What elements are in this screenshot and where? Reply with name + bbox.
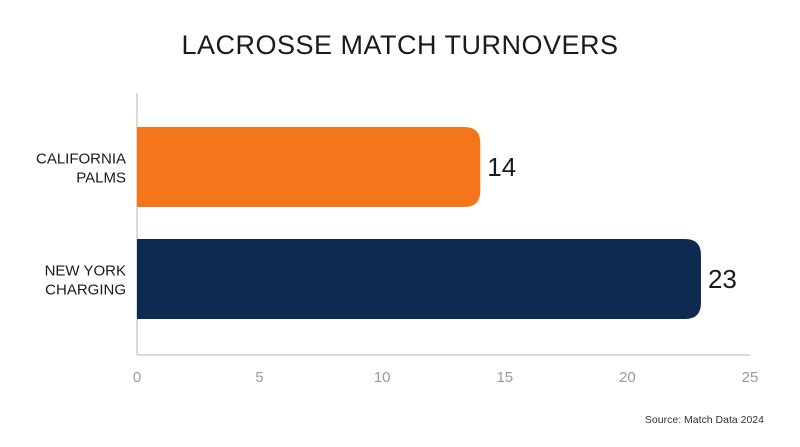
source-note: Source: Match Data 2024 <box>644 414 764 426</box>
category-label-0-line-0: CALIFORNIA <box>36 151 126 168</box>
category-labels-layer: 14 CALIFORNIA PALMS 23 NEW YORK CHARGING <box>36 151 737 299</box>
chart-title: LACROSSE MATCH TURNOVERS <box>181 30 619 60</box>
x-tick-label-5: 25 <box>742 369 759 386</box>
category-label-1-line-1: CHARGING <box>45 282 126 299</box>
category-label-0-line-1: PALMS <box>76 170 126 187</box>
x-tick-label-2: 10 <box>374 369 391 386</box>
x-tick-label-4: 20 <box>619 369 636 386</box>
x-tick-label-1: 5 <box>255 369 263 386</box>
data-label-1: 23 <box>708 264 737 294</box>
x-tick-label-0: 0 <box>133 369 141 386</box>
bar-0 <box>137 127 481 207</box>
bars-layer <box>137 127 701 319</box>
x-tick-label-3: 15 <box>496 369 513 386</box>
data-label-0: 14 <box>487 152 516 182</box>
x-tick-labels-layer: 0 5 10 15 20 25 <box>133 369 759 386</box>
bar-1 <box>137 239 701 319</box>
category-label-1-line-0: NEW YORK <box>45 263 126 280</box>
